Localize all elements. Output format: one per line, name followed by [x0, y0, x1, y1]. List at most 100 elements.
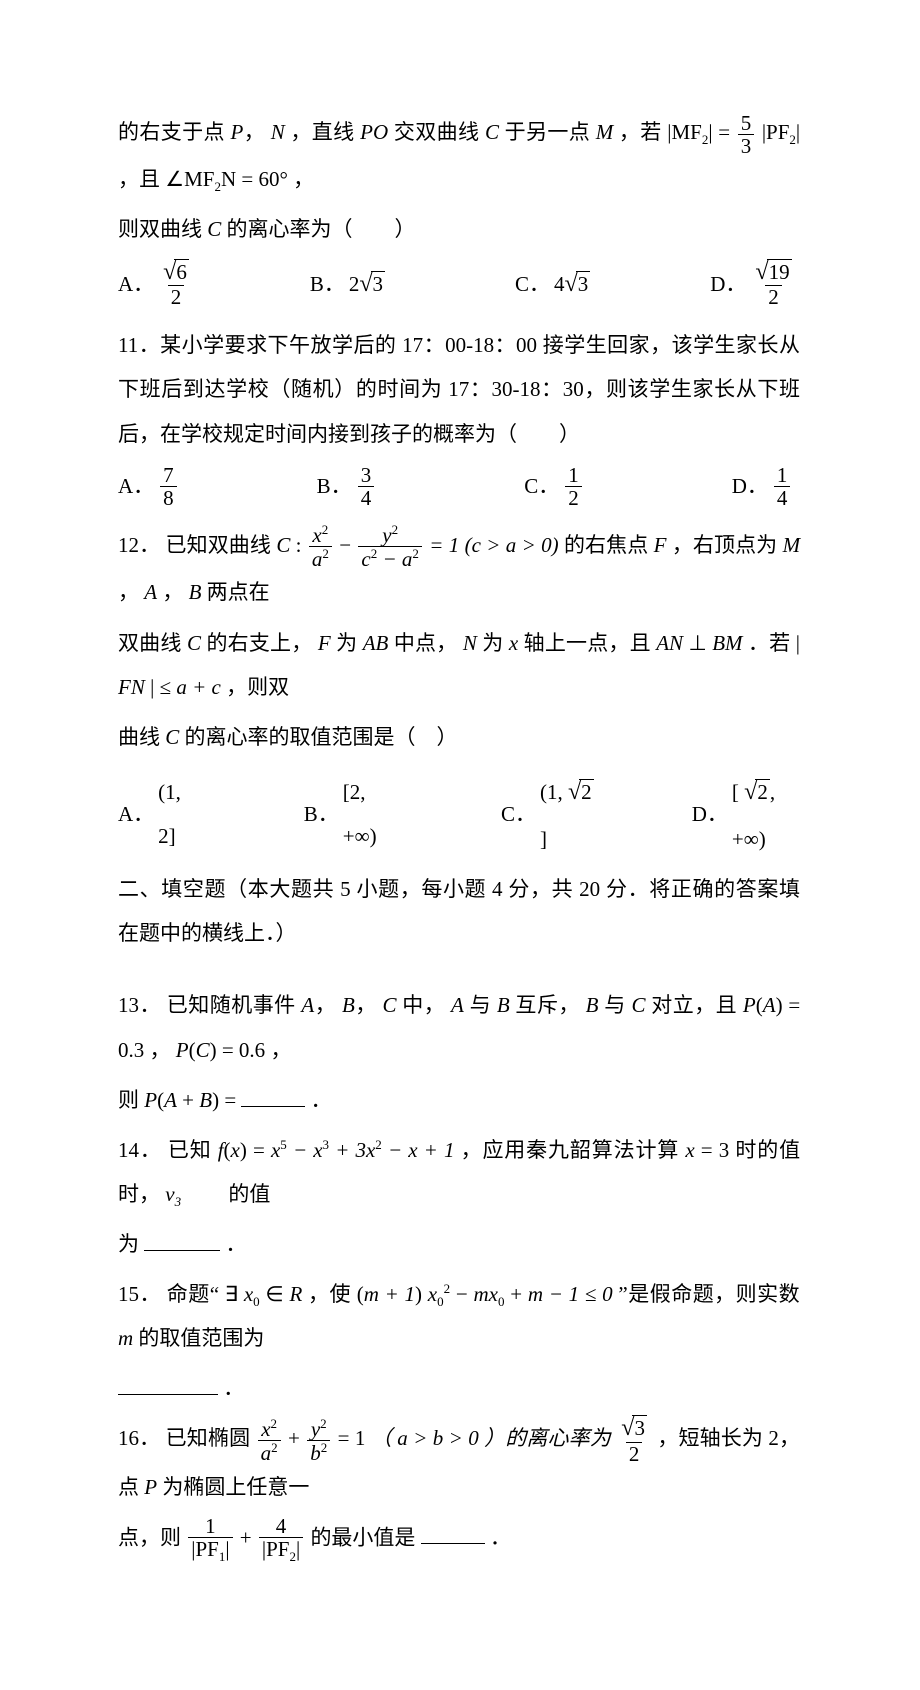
q11-options: A． 78 B． 34 C． 12 D． 14	[118, 464, 800, 509]
eq1: = 1	[338, 1426, 366, 1450]
set-r: R	[289, 1282, 302, 1306]
var-c: C	[207, 217, 221, 241]
label: A．	[118, 464, 154, 508]
option-a: A． 78	[118, 464, 179, 509]
label: C．	[501, 792, 536, 836]
label: C．	[524, 464, 559, 508]
period: ．	[226, 1232, 247, 1256]
value: (1, √2 ]	[540, 767, 594, 861]
text: ，则双	[226, 675, 289, 699]
fill-blank	[421, 1524, 485, 1544]
var-c: C	[383, 993, 397, 1017]
qnum: 11．	[118, 333, 160, 357]
period: ．	[223, 1376, 244, 1400]
fraction: √19 2	[752, 260, 794, 308]
var-bm: BM	[712, 631, 742, 655]
var-c: C	[187, 631, 201, 655]
text: 已知随机事件	[167, 993, 302, 1017]
label: D．	[692, 792, 728, 836]
text: 则	[118, 1088, 144, 1112]
fill-blank	[144, 1231, 220, 1251]
var-x: x	[685, 1138, 694, 1162]
var-x: x	[509, 631, 518, 655]
fraction-5-3: 5 3	[738, 112, 755, 157]
var-b: B	[342, 993, 355, 1017]
option-b: B． 34	[317, 464, 377, 509]
text: 的右焦点	[564, 533, 654, 557]
q13-line2: 则 P(A + B) = ．	[118, 1078, 800, 1122]
q14-line2: 为 ．	[118, 1222, 800, 1266]
option-c: C． 12	[524, 464, 584, 509]
option-d: D． [ √2, +∞)	[692, 767, 800, 861]
text: ，右顶点为	[672, 533, 783, 557]
text: 的右支于点	[118, 120, 231, 144]
qnum: 13．	[118, 993, 161, 1017]
text: ，	[162, 580, 188, 604]
text: 命题“	[167, 1282, 219, 1306]
text: 于另一点	[505, 120, 596, 144]
frac-x2a2: x2 a2	[258, 1417, 281, 1464]
option-b: B． 2√3	[310, 259, 385, 309]
q10-line1: 的右支于点 P， N ，直线 PO 交双曲线 C 于另一点 M ，若 |MF2|…	[118, 110, 800, 201]
math-rhs: |PF2|	[762, 120, 800, 144]
text: 已知	[168, 1138, 218, 1162]
label: C．	[515, 262, 550, 306]
comma: ，	[243, 120, 265, 144]
value: [2, +∞)	[343, 770, 393, 858]
text: 中，	[402, 993, 445, 1017]
q13-line1: 13． 已知随机事件 A， B， C 中， A 与 B 互斥， B 与 C 对立…	[118, 983, 800, 1071]
frac-x2a2: x2 a2	[309, 523, 332, 570]
frac-4-pf2: 4 |PF2|	[259, 1515, 303, 1564]
text: 对立，且	[651, 993, 743, 1017]
text: 已知双曲线	[166, 533, 277, 557]
text: ，	[293, 167, 314, 191]
text: 的离心率为（ ）	[227, 217, 416, 241]
fraction: 14	[774, 464, 791, 509]
label: B．	[310, 262, 345, 306]
comma: ，	[355, 993, 377, 1017]
text: 的离心率的取值范围是（ ）	[185, 725, 458, 749]
text: 为	[118, 1232, 139, 1256]
x0: x0	[244, 1282, 260, 1306]
var-po: PO	[360, 120, 388, 144]
var-c: C	[485, 120, 499, 144]
text: 则双曲线	[118, 217, 207, 241]
fraction: 12	[565, 464, 582, 509]
poly: x5 − x3 + 3x2 − x + 1	[271, 1138, 461, 1162]
q14-line1: 14． 已知 f(x) = x5 − x3 + 3x2 − x + 1 ，应用秦…	[118, 1128, 800, 1216]
qnum: 14．	[118, 1138, 162, 1162]
frac-y2b2: y2 b2	[307, 1417, 330, 1464]
option-b: B． [2, +∞)	[304, 770, 393, 858]
fill-blank	[241, 1087, 305, 1107]
option-a: A． (1, 2]	[118, 770, 194, 858]
var-a: A	[301, 993, 314, 1017]
fraction: 78	[160, 464, 177, 509]
text: 轴上一点，且	[524, 631, 657, 655]
q15-line2: ．	[118, 1366, 800, 1410]
eq: =	[224, 1088, 241, 1112]
qnum: 12．	[118, 533, 160, 557]
option-d: D． √19 2	[710, 260, 796, 308]
q10-options: A． √6 2 B． 2√3 C． 4√3 D． √19 2	[118, 259, 800, 309]
var-b: B	[189, 580, 202, 604]
text: 的取值范围为	[138, 1326, 264, 1350]
q15-line1: 15． 命题“ ∃ x0 ∈ R ，使 (m + 1) x02 − mx0 + …	[118, 1272, 800, 1360]
option-a: A． √6 2	[118, 260, 194, 308]
comma: ，	[150, 1038, 171, 1062]
qnum: 16．	[118, 1426, 160, 1450]
var-f: F	[654, 533, 667, 557]
var-a: A	[144, 580, 157, 604]
var-p: P	[144, 1475, 157, 1499]
text: 与	[470, 993, 497, 1017]
var-m: M	[783, 533, 801, 557]
text: 的右支上，	[206, 631, 312, 655]
eq: =	[253, 1138, 271, 1162]
var-ab: AB	[363, 631, 389, 655]
eq-sign: =	[718, 120, 735, 144]
q10-line2: 则双曲线 C 的离心率为（ ）	[118, 207, 800, 251]
perp: ⊥	[689, 631, 713, 655]
text: 与	[604, 993, 631, 1017]
label: D．	[710, 262, 746, 306]
var-a: A	[451, 993, 464, 1017]
minus: −	[339, 533, 356, 557]
